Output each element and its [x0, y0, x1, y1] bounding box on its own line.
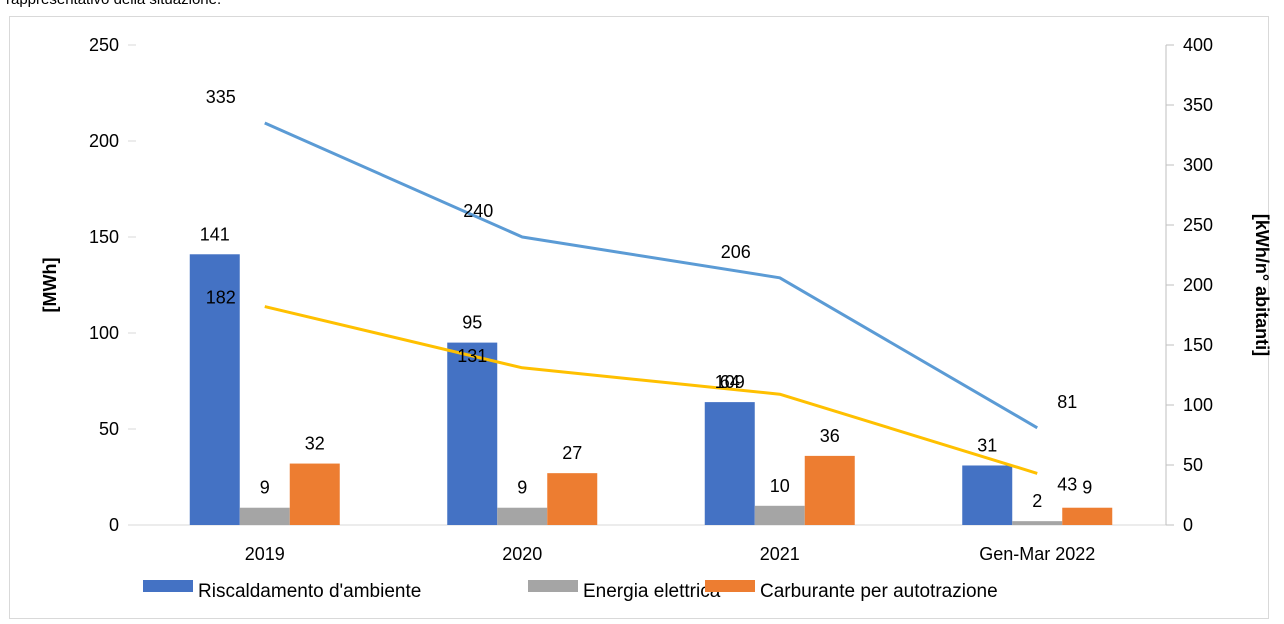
bar-data-label: 9 [260, 478, 270, 498]
line-data-label: 240 [463, 201, 493, 221]
y-right-tick-label: 100 [1183, 395, 1213, 415]
line-data-label: 206 [721, 242, 751, 262]
line-data-label: 109 [715, 372, 745, 392]
bar [754, 505, 805, 525]
y-left-tick-label: 150 [89, 227, 119, 247]
y-left-tick-label: 50 [99, 419, 119, 439]
legend-label: Carburante per autotrazione [760, 581, 998, 602]
bar-data-label: 9 [517, 478, 527, 498]
bar-data-label: 31 [977, 435, 997, 455]
legend: Riscaldamento d'ambiente Energia elettric… [143, 580, 998, 602]
y-right-tick-label: 0 [1183, 515, 1193, 535]
y-left-tick-label: 200 [89, 131, 119, 151]
y-left-tick-label: 250 [89, 35, 119, 55]
y-right-tick-label: 50 [1183, 455, 1203, 475]
line-data-label: 182 [206, 288, 236, 308]
legend-label: Energia elettrica [583, 581, 721, 602]
legend-swatch [705, 580, 755, 592]
y-right-tick-label: 200 [1183, 275, 1213, 295]
y-right-tick-label: 150 [1183, 335, 1213, 355]
x-tick-label: Gen-Mar 2022 [979, 544, 1095, 564]
bar-data-label: 36 [820, 426, 840, 446]
line-data-label: 131 [457, 346, 487, 366]
bar [1062, 507, 1113, 525]
y-right-tick-label: 250 [1183, 215, 1213, 235]
bar-data-label: 10 [770, 476, 790, 496]
line-series [264, 121, 1039, 430]
line-data-label: 43 [1057, 474, 1077, 494]
y-axis-right-title: [kWh/n° abitanti] [1252, 214, 1272, 356]
bar [547, 473, 598, 525]
y-left-tick-label: 100 [89, 323, 119, 343]
x-tick-label: 2020 [502, 544, 542, 564]
bar [804, 455, 855, 525]
bar-data-label: 27 [562, 443, 582, 463]
page-top-text: rappresentativo della situazione. [6, 0, 221, 8]
bar [289, 463, 340, 525]
line-data-label: 335 [206, 87, 236, 107]
x-tick-label: 2019 [245, 544, 285, 564]
line-data-label: 81 [1057, 392, 1077, 412]
legend-label: Riscaldamento d'ambiente [198, 581, 421, 602]
bar [962, 465, 1013, 525]
line-series-group [264, 121, 1039, 475]
bar [239, 507, 290, 525]
bar-data-label: 64 [720, 372, 740, 392]
y-right-tick-label: 400 [1183, 35, 1213, 55]
line-series [264, 305, 1038, 475]
bar-data-label: 2 [1032, 491, 1042, 511]
y-right-tick-label: 350 [1183, 95, 1213, 115]
bar [447, 342, 498, 525]
bar-data-label: 141 [200, 224, 230, 244]
y-left-tick-label: 0 [109, 515, 119, 535]
y-axis-left-title: [MWh] [40, 258, 60, 313]
bar-data-label: 32 [305, 434, 325, 454]
chart-axes: 0 50 100 150 200 250 0 50 100 150 200 250 300 350 400 2… [89, 35, 1213, 564]
legend-swatch [528, 580, 578, 592]
data-labels-group: 141 95 64 31 9 9 10 2 32 27 36 9 335 240 206 81 182 131 10… [200, 87, 1093, 511]
legend-swatch [143, 580, 193, 592]
x-tick-label: 2021 [760, 544, 800, 564]
bar [189, 254, 240, 525]
bar [704, 402, 755, 525]
bar-data-label: 9 [1082, 478, 1092, 498]
y-right-tick-label: 300 [1183, 155, 1213, 175]
bar-data-label: 95 [462, 313, 482, 333]
bar-series-group [189, 254, 1113, 525]
bar [497, 507, 548, 525]
bar [1012, 521, 1063, 525]
